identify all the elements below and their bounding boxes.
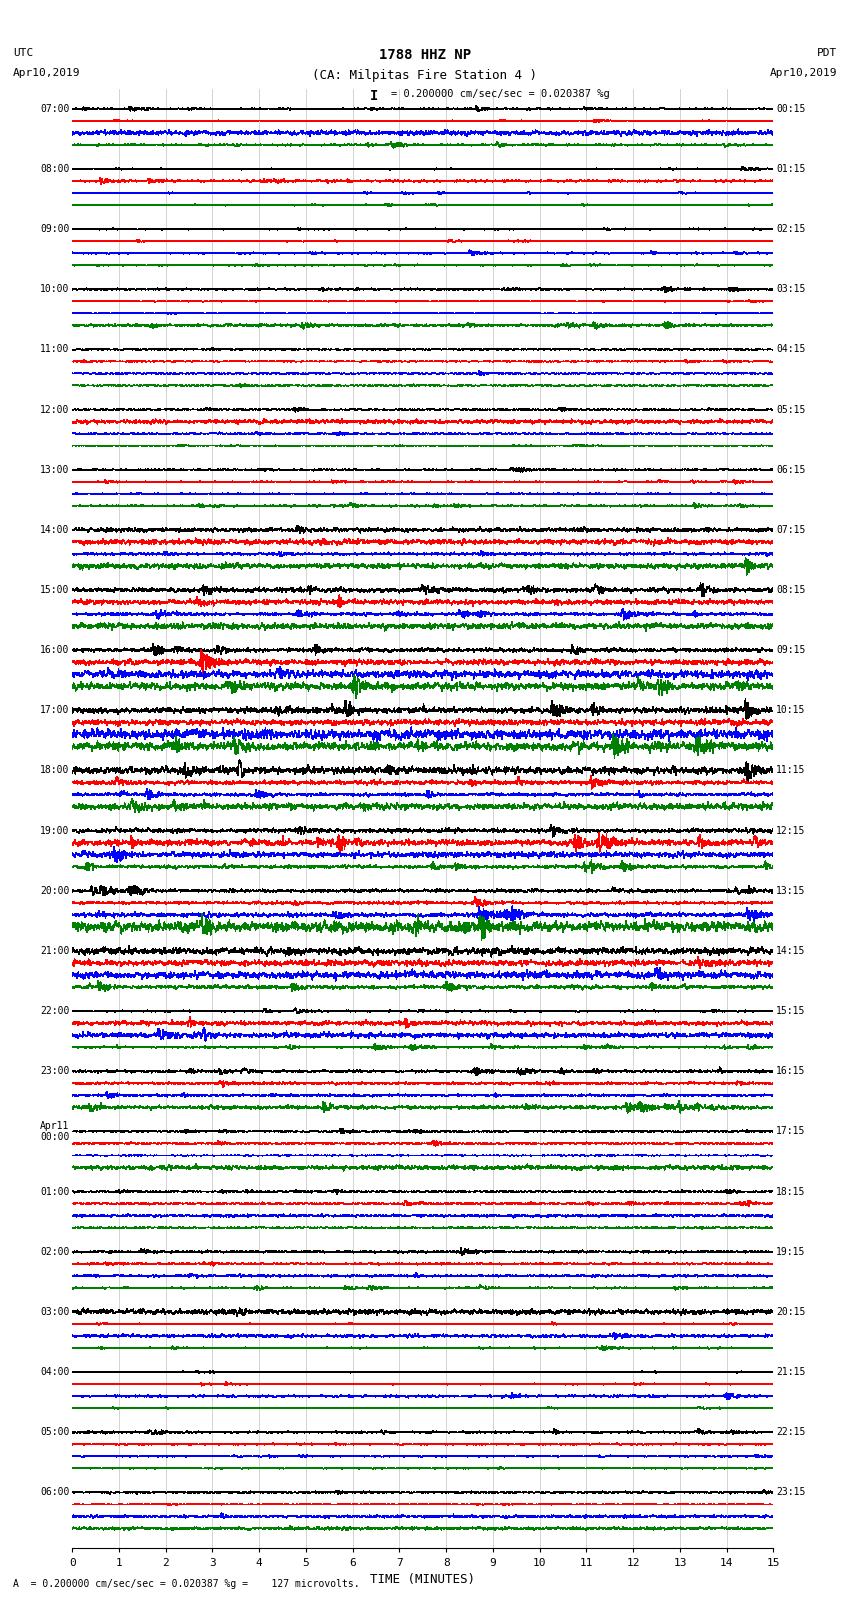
X-axis label: TIME (MINUTES): TIME (MINUTES) [371,1573,475,1586]
Text: 22:00: 22:00 [40,1007,70,1016]
Text: 21:15: 21:15 [776,1368,806,1378]
Text: 07:00: 07:00 [40,103,70,115]
Text: 16:15: 16:15 [776,1066,806,1076]
Text: 23:00: 23:00 [40,1066,70,1076]
Text: 10:15: 10:15 [776,705,806,715]
Text: 03:00: 03:00 [40,1307,70,1316]
Text: 1788 HHZ NP: 1788 HHZ NP [379,48,471,63]
Text: 16:00: 16:00 [40,645,70,655]
Text: 11:15: 11:15 [776,766,806,776]
Text: 14:15: 14:15 [776,945,806,957]
Text: 20:15: 20:15 [776,1307,806,1316]
Text: 06:00: 06:00 [40,1487,70,1497]
Text: (CA: Milpitas Fire Station 4 ): (CA: Milpitas Fire Station 4 ) [313,69,537,82]
Text: 17:15: 17:15 [776,1126,806,1137]
Text: 13:15: 13:15 [776,886,806,895]
Text: PDT: PDT [817,48,837,58]
Text: 10:00: 10:00 [40,284,70,294]
Text: 04:00: 04:00 [40,1368,70,1378]
Text: Apr10,2019: Apr10,2019 [13,68,80,77]
Text: 06:15: 06:15 [776,465,806,474]
Text: 02:00: 02:00 [40,1247,70,1257]
Text: 09:00: 09:00 [40,224,70,234]
Text: 08:15: 08:15 [776,586,806,595]
Text: 12:00: 12:00 [40,405,70,415]
Text: 09:15: 09:15 [776,645,806,655]
Text: 11:00: 11:00 [40,345,70,355]
Text: 21:00: 21:00 [40,945,70,957]
Text: 12:15: 12:15 [776,826,806,836]
Text: 19:15: 19:15 [776,1247,806,1257]
Text: 08:00: 08:00 [40,165,70,174]
Text: Apr11
00:00: Apr11 00:00 [40,1121,70,1142]
Text: 15:15: 15:15 [776,1007,806,1016]
Text: 01:00: 01:00 [40,1187,70,1197]
Text: 18:00: 18:00 [40,766,70,776]
Text: 02:15: 02:15 [776,224,806,234]
Text: 03:15: 03:15 [776,284,806,294]
Text: 13:00: 13:00 [40,465,70,474]
Text: 00:15: 00:15 [776,103,806,115]
Text: 05:00: 05:00 [40,1428,70,1437]
Text: UTC: UTC [13,48,33,58]
Text: 22:15: 22:15 [776,1428,806,1437]
Text: 15:00: 15:00 [40,586,70,595]
Text: 14:00: 14:00 [40,524,70,536]
Text: A  = 0.200000 cm/sec/sec = 0.020387 %g =    127 microvolts.: A = 0.200000 cm/sec/sec = 0.020387 %g = … [13,1579,360,1589]
Text: 05:15: 05:15 [776,405,806,415]
Text: 01:15: 01:15 [776,165,806,174]
Text: Apr10,2019: Apr10,2019 [770,68,837,77]
Text: 23:15: 23:15 [776,1487,806,1497]
Text: I: I [370,89,378,103]
Text: 19:00: 19:00 [40,826,70,836]
Text: 07:15: 07:15 [776,524,806,536]
Text: 18:15: 18:15 [776,1187,806,1197]
Text: = 0.200000 cm/sec/sec = 0.020387 %g: = 0.200000 cm/sec/sec = 0.020387 %g [391,89,609,98]
Text: 17:00: 17:00 [40,705,70,715]
Text: 20:00: 20:00 [40,886,70,895]
Text: 04:15: 04:15 [776,345,806,355]
